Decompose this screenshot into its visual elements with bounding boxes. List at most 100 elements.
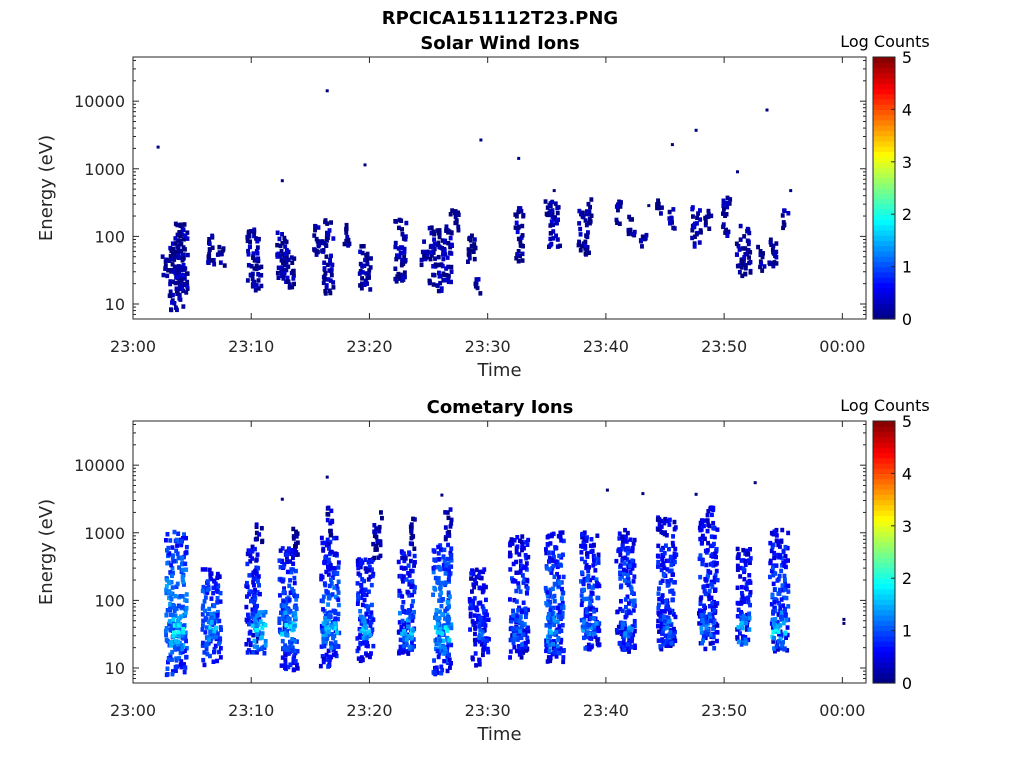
spectrogram-cell [407,582,412,587]
spectrogram-cell [215,631,220,636]
colorbar-segment [873,245,895,252]
spectrogram-cell [321,607,325,612]
spectrogram-cell [627,649,631,654]
spectrogram-cell [671,543,676,549]
spectrogram-cell [178,277,183,282]
spectrogram-cell [744,596,749,601]
spectrogram-cell [707,523,712,529]
spectrogram-cell [170,657,174,662]
spectrogram-cell [431,229,436,234]
spectrogram-cell [587,631,592,637]
spectrogram-cell [178,223,183,229]
spectrogram-cell [253,546,257,552]
spectrogram-cell [281,645,286,651]
spectrogram-cell [670,540,675,546]
spectrogram-cell [164,626,169,631]
spectrogram-cell [746,241,751,247]
spectrogram-cell [468,627,472,632]
spectrogram-cell [748,259,753,265]
spectrogram-cell [321,634,326,639]
spectrogram-cell [672,559,677,565]
spectrogram-cell [411,599,415,604]
spectrogram-cell [744,620,749,626]
spectrogram-cell [169,256,174,262]
spectrogram-cell [545,659,550,664]
spectrogram-cell [313,227,317,233]
spectrogram-cell [742,255,747,260]
spectrogram-cell [206,619,211,625]
spectrogram-cell [587,622,592,628]
spectrogram-cell [329,220,333,225]
spectrogram-cell [279,663,284,668]
spectrogram-cell [552,189,556,193]
spectrogram-cell [780,583,785,588]
spectrogram-cell [358,632,363,638]
spectrogram-cell [166,545,171,551]
spectrogram-cell [780,527,785,533]
spectrogram-cell [255,239,260,244]
spectrogram-cell [583,613,588,618]
spectrogram-cell [773,617,778,622]
spectrogram-cell [744,640,749,645]
spectrogram-cell [632,537,637,543]
spectrogram-cell [176,531,181,536]
spectrogram-cell [283,657,288,663]
colorbar-segment [873,282,895,289]
spectrogram-cell [480,589,485,595]
spectrogram-cell [322,274,327,279]
spectrogram-cell [263,623,268,628]
spectrogram-cell [667,619,672,624]
spectrogram-cell [328,563,333,568]
spectrogram-cell [630,562,635,567]
spectrogram-cell [168,279,173,284]
spectrogram-cell [552,574,557,580]
spectrogram-cell [623,538,628,544]
spectrogram-cell [379,510,383,515]
spectrogram-cell [782,587,787,592]
spectrogram-cell [179,242,184,247]
spectrogram-cell [292,575,297,581]
spectrogram-cell [664,543,668,548]
spectrogram-cell [184,567,189,572]
spectrogram-cell [291,656,296,662]
spectrogram-cell [704,631,708,637]
colorbar-segment [873,510,895,516]
spectrogram-cell [448,212,453,217]
spectrogram-cell [742,257,746,262]
spectrogram-cell [215,252,220,257]
colorbar-tick-label: 0 [902,674,912,693]
spectrogram-cell [411,637,416,642]
spectrogram-cell [774,533,779,538]
spectrogram-cell [721,200,726,206]
spectrogram-cell [403,649,408,654]
spectrogram-cell [164,613,169,618]
spectrogram-cell [206,260,210,265]
spectrogram-cell [699,613,704,618]
y-axis-label: Energy (eV) [36,499,57,605]
spectrogram-cell [205,587,210,593]
spectrogram-cell [638,238,643,243]
spectrogram-cell [586,642,591,648]
spectrogram-cell [669,641,674,646]
spectrogram-cell [327,593,332,599]
spectrogram-cell [482,616,487,622]
colorbar-label: Log Counts [840,396,930,415]
spectrogram-cell [659,613,664,619]
spectrogram-cell [369,559,374,564]
spectrogram-cell [438,592,443,598]
spectrogram-cell [443,580,448,585]
spectrogram-cell [700,641,705,646]
spectrogram-cell [282,620,287,626]
spectrogram-cell [365,653,370,658]
spectrogram-cell [397,588,402,594]
spectrogram-cell [632,618,637,624]
spectrogram-cell [481,652,485,658]
spectrogram-cell [724,212,729,217]
spectrogram-cell [771,581,776,587]
spectrogram-cell [524,590,529,596]
spectrogram-cell [614,217,619,223]
spectrogram-cell [204,642,209,647]
spectrogram-cell [253,617,257,623]
spectrogram-cell [511,608,515,614]
spectrogram-cell [559,555,564,560]
